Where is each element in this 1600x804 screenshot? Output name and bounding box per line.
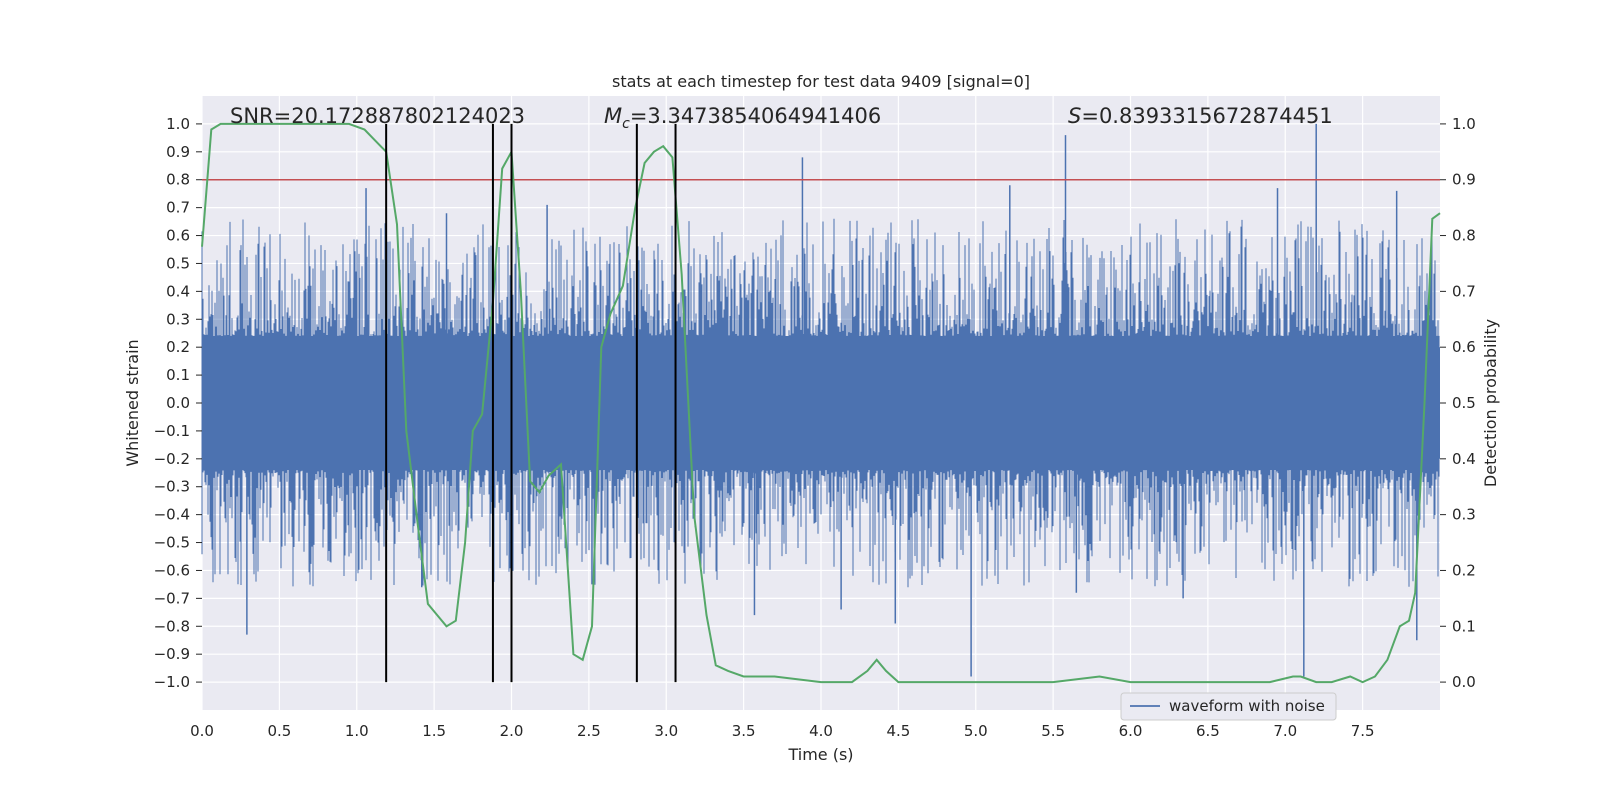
y-tick-label: 0.0: [166, 394, 190, 412]
y2-tick-label: 0.3: [1452, 506, 1476, 524]
y-tick-label: 0.1: [166, 366, 190, 384]
x-tick-label: 1.0: [345, 722, 369, 740]
y-tick-label: −0.4: [154, 506, 190, 524]
chirp-mass-annotation: Mc=3.3473854064941406: [604, 104, 881, 132]
y-tick-label: −0.9: [154, 645, 190, 663]
y-tick-label: −0.2: [154, 450, 190, 468]
y2-tick-label: 0.6: [1452, 338, 1476, 356]
x-tick-label: 5.0: [964, 722, 988, 740]
y2-tick-label: 0.5: [1452, 394, 1476, 412]
y-tick-label: −0.3: [154, 478, 190, 496]
y2-axis-label: Detection probability: [1481, 319, 1500, 487]
legend: waveform with noise: [1120, 692, 1337, 721]
y-tick-label: −0.8: [154, 617, 190, 635]
y-tick-label: −0.1: [154, 422, 190, 440]
x-tick-label: 1.5: [422, 722, 446, 740]
y-tick-label: 0.3: [166, 310, 190, 328]
y-tick-label: 0.9: [166, 143, 190, 161]
y2-tick-label: 0.2: [1452, 561, 1476, 579]
probability-series: [201, 122, 1441, 684]
detection-probability-line: [201, 122, 1441, 684]
y2-tick-label: 0.0: [1452, 673, 1476, 691]
y2-tick-label: 0.8: [1452, 227, 1476, 245]
y2-tick-label: 0.7: [1452, 282, 1476, 300]
y-axis-label: Whitened strain: [123, 339, 142, 466]
x-tick-label: 4.5: [886, 722, 910, 740]
x-tick-label: 5.5: [1041, 722, 1065, 740]
x-tick-label: 0.5: [267, 722, 291, 740]
x-tick-label: 4.0: [809, 722, 833, 740]
x-tick-label: 2.5: [577, 722, 601, 740]
x-tick-label: 7.0: [1273, 722, 1297, 740]
y2-tick-label: 0.1: [1452, 617, 1476, 635]
legend-label: waveform with noise: [1169, 697, 1325, 715]
y-tick-label: 0.2: [166, 338, 190, 356]
y-tick-label: 0.8: [166, 171, 190, 189]
y2-tick-label: 1.0: [1452, 115, 1476, 133]
legend-box: [1120, 692, 1337, 721]
axis-ticks: 0.0 0.5 1.0 1.5 2.0 2.5 3.0 3.5 4.0 4.5 5.0 5.5 6.0 6…: [154, 115, 1476, 740]
chart-title: stats at each timestep for test data 940…: [612, 72, 1030, 91]
x-tick-label: 0.0: [190, 722, 214, 740]
x-tick-label: 3.0: [654, 722, 678, 740]
y2-tick-label: 0.9: [1452, 171, 1476, 189]
y-tick-label: 0.4: [166, 282, 190, 300]
y2-tick-label: 0.4: [1452, 450, 1476, 468]
x-tick-label: 7.5: [1351, 722, 1375, 740]
event-lines: [385, 123, 677, 683]
y-tick-label: −1.0: [154, 673, 190, 691]
x-tick-label: 6.0: [1119, 722, 1143, 740]
y-tick-label: 0.6: [166, 227, 190, 245]
x-tick-label: 3.5: [732, 722, 756, 740]
x-tick-label: 6.5: [1196, 722, 1220, 740]
waveform-noise: [201, 218, 1440, 588]
y-tick-label: 0.5: [166, 254, 190, 272]
y-tick-label: −0.6: [154, 561, 190, 579]
y-tick-label: −0.5: [154, 534, 190, 552]
s-annotation: S=0.8393315672874451: [1068, 104, 1333, 128]
y-tick-label: 1.0: [166, 115, 190, 133]
x-tick-label: 2.0: [500, 722, 524, 740]
y-tick-label: 0.7: [166, 199, 190, 217]
x-axis-label: Time (s): [787, 745, 853, 764]
y-tick-label: −0.7: [154, 589, 190, 607]
snr-annotation: SNR=20.172887802124023: [230, 104, 525, 128]
